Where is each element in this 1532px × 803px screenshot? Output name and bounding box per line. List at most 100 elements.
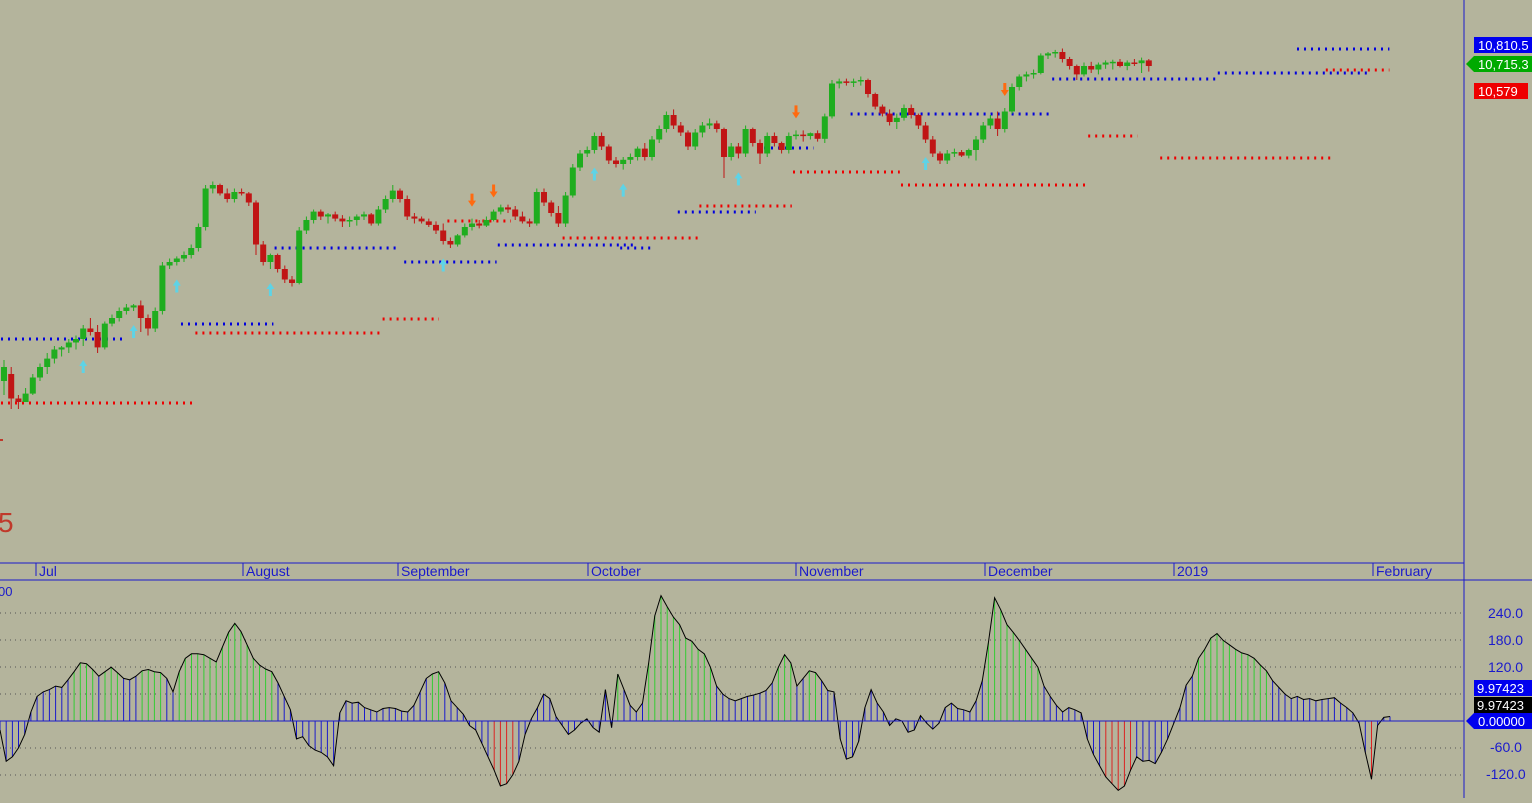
candle-body (224, 193, 231, 199)
candle-body (1124, 62, 1131, 66)
candle (1109, 59, 1116, 70)
candle-body (893, 117, 900, 122)
candle-body (994, 118, 1001, 129)
month-label-jul: Jul (39, 563, 57, 579)
candle-body (310, 211, 317, 220)
candle-body (274, 255, 281, 269)
candle (937, 151, 943, 164)
candle-body (425, 221, 432, 225)
candle-body (1095, 64, 1102, 70)
candle (173, 256, 180, 266)
candle (281, 265, 288, 283)
up-arrow-icon (439, 258, 448, 272)
candle (901, 104, 907, 121)
candle (771, 132, 778, 147)
candle (1088, 61, 1095, 73)
candle-body (253, 202, 259, 245)
candle-body (217, 185, 223, 194)
candle (440, 223, 447, 245)
candle-body (1081, 66, 1087, 75)
candle (497, 204, 504, 215)
candle (1138, 57, 1145, 73)
candle (764, 132, 771, 157)
candle-body (1138, 60, 1145, 64)
candle (418, 216, 425, 224)
candle (706, 118, 713, 129)
candle (461, 223, 468, 238)
candle-body (541, 192, 547, 203)
candle-body (1, 367, 7, 381)
upper-price-tag (1474, 37, 1532, 53)
candle-body (800, 134, 807, 137)
candle-body (1109, 61, 1116, 64)
candle (742, 125, 749, 157)
candle-body (44, 358, 51, 367)
candle (1016, 74, 1023, 91)
down-arrow-icon (1000, 83, 1009, 96)
candle-body (713, 123, 720, 129)
month-label-february: February (1376, 563, 1432, 579)
candle-body (973, 139, 979, 150)
candle (1059, 48, 1066, 63)
osc-tick-180: 180.0 (1488, 632, 1523, 648)
candle (1009, 83, 1015, 114)
candle-body (814, 133, 821, 139)
candle (980, 122, 987, 143)
candle (224, 188, 231, 203)
candle (1102, 60, 1109, 69)
candle (94, 325, 101, 353)
candle-body (605, 146, 612, 161)
osc-value-tag (1474, 680, 1532, 696)
candle-body (886, 113, 893, 122)
candle (181, 251, 187, 262)
lower-price-label: 10,579 (1478, 84, 1518, 99)
price-panel: 5 (0, 47, 1390, 538)
down-arrow-icon (468, 193, 476, 207)
candle-body (951, 152, 958, 154)
candle (944, 150, 951, 164)
candle (361, 211, 367, 220)
month-tick: December (984, 563, 1053, 579)
candle-body (764, 136, 771, 154)
candle (267, 253, 274, 269)
candle (713, 120, 720, 133)
candle (605, 144, 612, 164)
candle (533, 188, 540, 226)
osc-value-tag-2 (1474, 697, 1532, 713)
candle-body (1023, 74, 1030, 77)
candle-body (397, 190, 403, 199)
candle-body (749, 129, 756, 143)
candle-body (505, 207, 511, 210)
candle-body (22, 393, 29, 402)
last-price-tag (1466, 56, 1532, 72)
candle-body (29, 377, 36, 394)
candle-body (757, 143, 763, 154)
candle (1117, 59, 1123, 68)
candle (1023, 71, 1030, 82)
candle (951, 148, 958, 157)
candle (821, 113, 828, 143)
candle (627, 153, 634, 164)
candle (908, 104, 915, 119)
candle (541, 188, 547, 206)
candle-body (872, 94, 879, 107)
candle (512, 206, 519, 220)
candle (857, 76, 864, 86)
candle (289, 276, 295, 287)
month-tick: 2019 (1173, 563, 1208, 579)
candle-body (584, 150, 591, 154)
osc-value-label-2: 9.97423 (1477, 698, 1524, 713)
candle-body (303, 220, 310, 231)
signal-arrows (79, 83, 1009, 373)
candle (137, 300, 144, 332)
candle-body (433, 224, 439, 231)
candle-body (829, 83, 835, 117)
candle (843, 78, 850, 86)
candle (346, 216, 353, 227)
up-arrow-icon (129, 325, 138, 338)
candle-body (440, 230, 447, 241)
candle (656, 125, 663, 143)
candle-body (965, 150, 972, 156)
candle (670, 109, 677, 129)
